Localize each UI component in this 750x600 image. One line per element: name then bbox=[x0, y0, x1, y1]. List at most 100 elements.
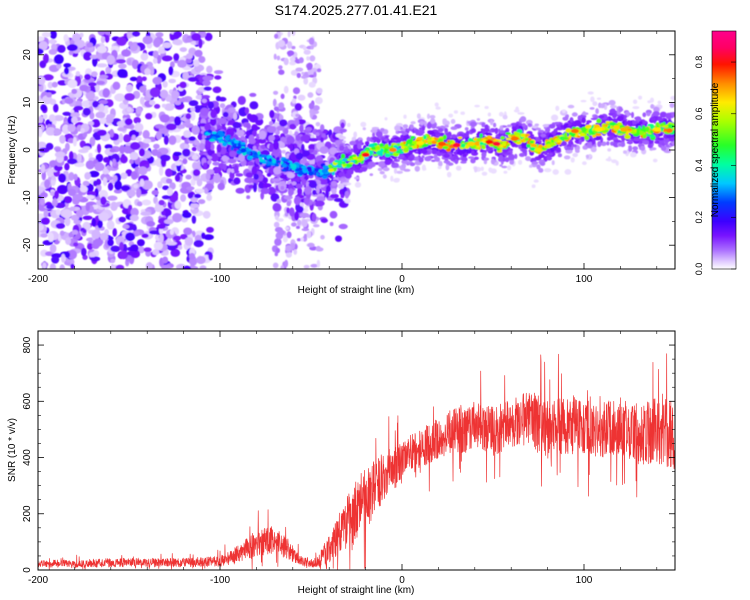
noise-cell bbox=[182, 148, 191, 157]
ridge-halo-cell bbox=[509, 159, 515, 165]
ridge-halo-cell bbox=[244, 177, 254, 184]
ridge-halo-cell bbox=[299, 212, 310, 218]
noise-cell bbox=[110, 258, 116, 264]
ridge-core-cell bbox=[505, 137, 512, 141]
noise-cell bbox=[86, 42, 94, 48]
ridge-core-cell bbox=[274, 163, 280, 167]
ridge-halo-cell bbox=[275, 156, 280, 161]
ridge-halo-cell bbox=[582, 161, 587, 166]
chart-title: S174.2025.277.01.41.E21 bbox=[275, 2, 438, 18]
noise-cell bbox=[124, 118, 133, 126]
noise-cell bbox=[48, 114, 56, 122]
ridge-core-cell bbox=[235, 146, 242, 149]
noise-cell bbox=[291, 222, 297, 227]
noise-cell bbox=[282, 235, 288, 243]
ridge-halo-cell bbox=[538, 154, 545, 159]
noise-cell bbox=[139, 148, 145, 157]
ridge-halo-cell bbox=[570, 124, 576, 128]
ridge-halo-cell bbox=[531, 184, 536, 188]
snr-ytick-label: 600 bbox=[22, 393, 33, 410]
ridge-halo-cell bbox=[273, 166, 282, 175]
ridge-halo-cell bbox=[424, 156, 432, 162]
ridge-halo-cell bbox=[418, 149, 421, 155]
ridge-halo-cell bbox=[503, 170, 508, 174]
noise-cell bbox=[313, 71, 317, 78]
noise-cell bbox=[74, 162, 85, 168]
noise-cell bbox=[277, 229, 285, 236]
spectrogram-xlabel: Height of straight line (km) bbox=[298, 285, 415, 296]
ridge-core-cell bbox=[231, 141, 236, 146]
ridge-halo-cell bbox=[555, 147, 562, 153]
ridge-core-cell bbox=[473, 137, 477, 141]
noise-cell bbox=[300, 237, 304, 242]
noise-cell bbox=[273, 53, 277, 60]
noise-cell bbox=[303, 77, 309, 85]
noise-cell bbox=[94, 188, 99, 198]
noise-cell bbox=[192, 161, 203, 171]
ridge-halo-cell bbox=[222, 155, 228, 162]
noise-cell bbox=[45, 127, 56, 136]
ridge-halo-cell bbox=[199, 142, 204, 152]
noise-cell bbox=[114, 180, 122, 191]
snr-frame bbox=[37, 330, 676, 571]
ridge-core-cell bbox=[220, 140, 225, 144]
ridge-halo-cell bbox=[212, 161, 220, 166]
noise-cell bbox=[184, 38, 193, 43]
ridge-halo-cell bbox=[338, 223, 348, 230]
ridge-core-cell bbox=[437, 138, 443, 143]
ridge-halo-cell bbox=[262, 177, 268, 184]
ridge-halo-cell bbox=[536, 164, 541, 170]
ridge-core-cell bbox=[530, 147, 536, 151]
noise-cell bbox=[73, 173, 78, 181]
ridge-halo-cell bbox=[641, 120, 648, 125]
noise-cell bbox=[162, 42, 172, 49]
ridge-core-cell bbox=[431, 140, 437, 145]
noise-cell bbox=[273, 221, 280, 228]
noise-cell bbox=[188, 100, 199, 107]
ridge-halo-cell bbox=[647, 143, 653, 149]
snr-ytick-label: 800 bbox=[22, 336, 33, 353]
ridge-core-cell bbox=[339, 159, 343, 165]
ridge-halo-cell bbox=[384, 159, 392, 166]
ridge-halo-cell bbox=[299, 124, 304, 133]
noise-cell bbox=[53, 115, 64, 122]
ridge-core-cell bbox=[617, 130, 621, 134]
noise-cell bbox=[73, 242, 79, 247]
noise-cell bbox=[72, 193, 83, 201]
ridge-halo-cell bbox=[305, 127, 313, 132]
ridge-halo-cell bbox=[344, 190, 350, 199]
noise-cell bbox=[191, 125, 200, 135]
ridge-halo-cell bbox=[476, 118, 481, 121]
noise-cell bbox=[129, 214, 139, 222]
ridge-halo-cell bbox=[607, 156, 611, 162]
noise-cell bbox=[192, 169, 201, 177]
ridge-core-cell bbox=[457, 136, 463, 140]
ridge-halo-cell bbox=[401, 159, 409, 165]
ridge-halo-cell bbox=[450, 126, 458, 130]
noise-cell bbox=[181, 211, 192, 219]
ridge-halo-cell bbox=[593, 136, 602, 141]
noise-cell bbox=[186, 186, 195, 191]
ridge-halo-cell bbox=[650, 116, 656, 122]
noise-cell bbox=[188, 192, 194, 199]
ridge-halo-cell bbox=[344, 198, 351, 204]
noise-cell bbox=[130, 142, 141, 150]
noise-cell bbox=[109, 148, 116, 153]
ridge-halo-cell bbox=[476, 132, 481, 138]
noise-cell bbox=[49, 244, 57, 254]
noise-cell bbox=[153, 37, 161, 48]
ridge-halo-cell bbox=[513, 109, 520, 113]
noise-cell bbox=[188, 136, 196, 141]
noise-cell bbox=[126, 189, 136, 198]
noise-cell bbox=[154, 124, 165, 129]
ridge-halo-cell bbox=[350, 148, 354, 153]
ridge-halo-cell bbox=[623, 150, 627, 154]
ridge-halo-cell bbox=[393, 158, 398, 162]
ridge-halo-cell bbox=[568, 139, 572, 145]
ridge-halo-cell bbox=[316, 196, 326, 202]
ridge-halo-cell bbox=[598, 115, 605, 119]
noise-cell bbox=[172, 39, 183, 46]
noise-cell bbox=[179, 47, 187, 52]
noise-cell bbox=[124, 93, 135, 101]
noise-cell bbox=[191, 154, 199, 161]
